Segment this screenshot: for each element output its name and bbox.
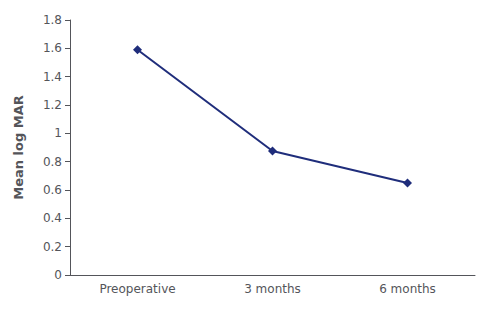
svg-text:1.4: 1.4 [43, 70, 62, 84]
svg-text:1.2: 1.2 [43, 98, 62, 112]
svg-text:0: 0 [54, 268, 62, 282]
svg-text:Preoperative: Preoperative [99, 282, 175, 296]
svg-text:0.6: 0.6 [43, 183, 62, 197]
svg-text:1.8: 1.8 [43, 13, 62, 27]
svg-text:0.2: 0.2 [43, 240, 62, 254]
svg-text:0.8: 0.8 [43, 155, 62, 169]
svg-text:3 months: 3 months [244, 282, 301, 296]
svg-text:Mean log MAR: Mean log MAR [11, 95, 26, 200]
svg-text:1.6: 1.6 [43, 41, 62, 55]
svg-text:1: 1 [54, 126, 62, 140]
svg-text:6 months: 6 months [379, 282, 436, 296]
svg-text:0.4: 0.4 [43, 211, 62, 225]
